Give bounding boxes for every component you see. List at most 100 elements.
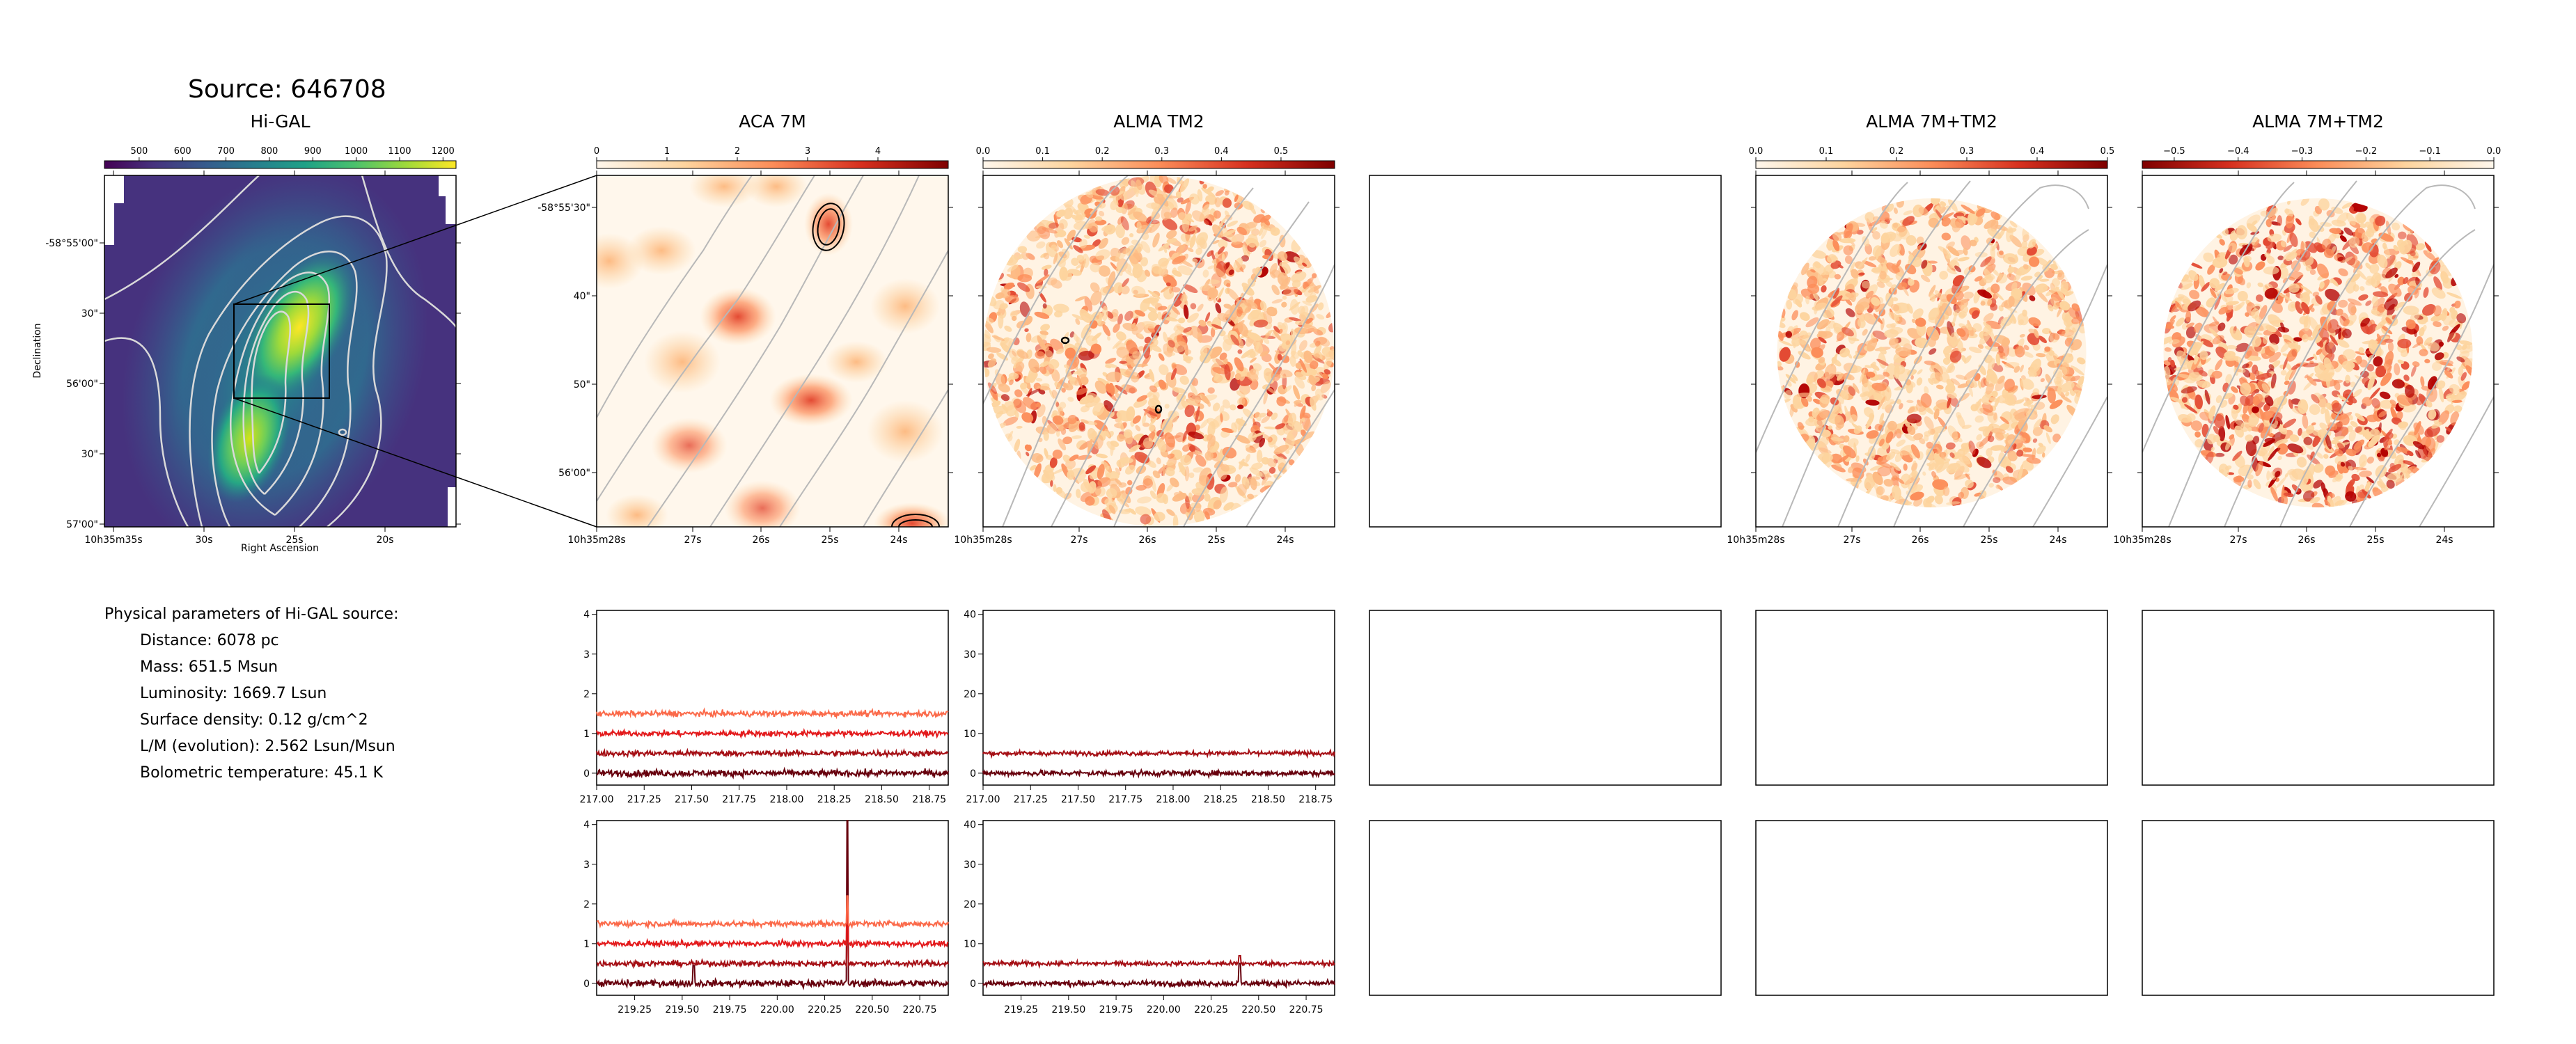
noise-blob bbox=[1213, 500, 1222, 509]
x-tick-label: 220.50 bbox=[855, 1004, 889, 1015]
noise-blob bbox=[1038, 389, 1046, 395]
noise-blob bbox=[1075, 296, 1087, 301]
noise-blob bbox=[1042, 416, 1048, 427]
noise-blob bbox=[1239, 397, 1246, 406]
noise-blob bbox=[1263, 218, 1271, 226]
noise-blob bbox=[1067, 414, 1078, 425]
noise-blob bbox=[1201, 187, 1216, 198]
noise-blob bbox=[2006, 307, 2018, 313]
noise-blob bbox=[1205, 312, 1211, 322]
noise-blob bbox=[1147, 306, 1157, 313]
noise-blob bbox=[2282, 418, 2297, 429]
noise-blob bbox=[1004, 325, 1012, 332]
noise-blob bbox=[2028, 317, 2041, 326]
noise-blob bbox=[1861, 383, 1872, 397]
noise-blob bbox=[2302, 362, 2319, 367]
noise-blob bbox=[1303, 285, 1314, 297]
noise-blob bbox=[1805, 317, 1819, 328]
noise-blob bbox=[1831, 356, 1837, 364]
noise-blob bbox=[1062, 454, 1072, 464]
noise-blob bbox=[2269, 333, 2280, 345]
noise-blob bbox=[2438, 410, 2450, 425]
noise-blob bbox=[2398, 244, 2405, 253]
noise-blob bbox=[1064, 207, 1073, 220]
noise-blob bbox=[2215, 395, 2222, 404]
noise-blob bbox=[1162, 218, 1178, 230]
noise-blob bbox=[2235, 342, 2249, 352]
noise-blob bbox=[2333, 436, 2345, 441]
noise-blob bbox=[2231, 304, 2242, 311]
noise-blob bbox=[2388, 464, 2402, 473]
noise-blob bbox=[1839, 237, 1856, 244]
noise-blob bbox=[1192, 210, 1205, 222]
y-tick-label: 0 bbox=[970, 768, 976, 780]
noise-blob bbox=[1037, 335, 1046, 351]
colorbar-tick-label: 0 bbox=[594, 146, 599, 157]
noise-blob bbox=[2240, 377, 2248, 383]
noise-blob bbox=[1229, 404, 1236, 411]
noise-blob bbox=[1904, 434, 1915, 442]
noise-blob bbox=[2316, 263, 2330, 279]
noise-blob bbox=[1895, 347, 1912, 357]
spectrum-series-line bbox=[982, 748, 1335, 759]
noise-blob bbox=[2265, 324, 2277, 333]
noise-blob bbox=[1180, 454, 1192, 466]
noise-blob bbox=[2362, 377, 2371, 386]
noise-blob bbox=[1809, 338, 1821, 350]
noise-blob bbox=[1976, 208, 1986, 217]
noise-blob bbox=[1221, 427, 1234, 434]
noise-blob bbox=[1308, 374, 1317, 386]
noise-blob bbox=[1177, 265, 1193, 276]
noise-blob bbox=[1042, 349, 1053, 361]
noise-blob bbox=[1142, 437, 1154, 449]
noise-blob bbox=[1890, 449, 1901, 454]
noise-blob bbox=[1317, 302, 1324, 310]
noise-blob bbox=[1862, 260, 1877, 268]
noise-blob bbox=[1805, 347, 1810, 351]
spectrum-series-line bbox=[982, 963, 1335, 989]
noise-blob bbox=[1941, 217, 1951, 227]
noise-blob bbox=[1116, 331, 1126, 341]
colorbar-tick-label: 0.1 bbox=[1819, 146, 1834, 157]
noise-blob bbox=[1140, 514, 1152, 525]
noise-blob bbox=[2309, 404, 2320, 416]
noise-blob bbox=[2346, 212, 2356, 226]
noise-blob bbox=[1076, 388, 1088, 395]
noise-blob bbox=[2325, 288, 2341, 301]
noise-blob bbox=[2270, 373, 2277, 389]
noise-blob bbox=[2304, 241, 2318, 253]
x-tick-label: 25s bbox=[1207, 535, 1225, 546]
noise-blob bbox=[1305, 317, 1313, 324]
noise-blob bbox=[2019, 333, 2025, 338]
noise-blob bbox=[1014, 410, 1019, 418]
noise-blob bbox=[1791, 310, 1798, 321]
noise-blob bbox=[2341, 256, 2353, 264]
noise-blob bbox=[1242, 244, 1247, 255]
noise-blob bbox=[2330, 335, 2339, 346]
panel-title-higal: Hi-GAL bbox=[250, 111, 311, 132]
noise-blob bbox=[2267, 233, 2282, 242]
noise-blob bbox=[1852, 467, 1864, 480]
noise-blob bbox=[1801, 262, 1809, 276]
noise-blob bbox=[2411, 271, 2419, 278]
noise-blob bbox=[1309, 397, 1317, 411]
noise-blob bbox=[1277, 272, 1289, 286]
noise-blob bbox=[2268, 445, 2275, 457]
noise-blob bbox=[1098, 312, 1103, 326]
x-tick-label: 27s bbox=[1070, 535, 1087, 546]
noise-blob bbox=[1102, 324, 1110, 337]
noise-blob bbox=[1181, 219, 1190, 232]
colorbar-tick-label: −0.1 bbox=[2419, 146, 2441, 157]
noise-blob bbox=[1065, 347, 1076, 358]
noise-blob bbox=[1968, 440, 1976, 455]
noise-blob bbox=[1184, 349, 1192, 355]
noise-blob bbox=[2358, 294, 2369, 301]
higal-ylabel: Declination bbox=[32, 323, 43, 378]
noise-blob bbox=[2002, 253, 2019, 264]
higal-colorbar-ticks: 500 600 700 800 900 1000 1100 1200 bbox=[130, 146, 455, 161]
noise-blob bbox=[2449, 383, 2460, 395]
noise-blob bbox=[1830, 437, 1844, 442]
noise-blob bbox=[2377, 254, 2388, 269]
noise-blob bbox=[1052, 416, 1064, 425]
